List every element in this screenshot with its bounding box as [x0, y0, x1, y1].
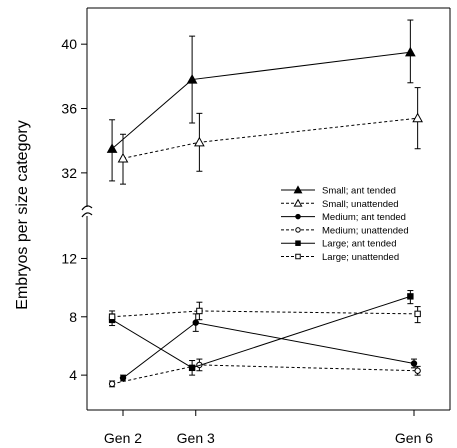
data-point	[106, 143, 118, 153]
x-tick-label: Gen 2	[104, 430, 142, 446]
series-layer	[106, 19, 423, 388]
data-point	[186, 74, 198, 84]
legend-label: Medium; ant tended	[322, 212, 406, 223]
lower-y-axis: 4 8 12	[61, 250, 87, 383]
series-line	[111, 51, 411, 150]
legend-label: Large; ant tended	[322, 239, 396, 250]
series-line	[112, 310, 418, 318]
data-point	[194, 136, 205, 147]
data-point	[192, 319, 199, 326]
upper-y-tick-label: 40	[61, 36, 77, 52]
legend-marker	[293, 185, 303, 194]
legend-marker	[295, 227, 301, 233]
series-line	[111, 364, 418, 385]
legend: Small; ant tended Small; unattended Medium…	[281, 185, 409, 263]
upper-y-tick-label: 32	[61, 165, 77, 181]
data-point	[407, 293, 414, 300]
legend-label: Small; unattended	[322, 199, 399, 210]
lower-y-tick-label: 8	[69, 309, 77, 325]
plot-frame	[81, 7, 451, 411]
legend-label: Medium; unattended	[322, 225, 409, 236]
lower-y-tick-label: 4	[69, 367, 77, 383]
series-4	[108, 290, 414, 376]
series-0	[106, 19, 416, 182]
data-point	[108, 313, 116, 320]
axis-break-mark-top	[81, 205, 93, 211]
series-1	[117, 87, 423, 185]
series-line	[111, 295, 411, 369]
data-point	[414, 367, 421, 374]
x-tick-label: Gen 6	[395, 430, 433, 446]
data-point	[196, 307, 203, 315]
data-point	[119, 374, 127, 382]
lower-y-tick-label: 12	[61, 250, 77, 266]
data-point	[117, 152, 129, 163]
y-axis-title: Embryos per size category	[14, 120, 31, 309]
data-point	[188, 364, 196, 372]
legend-marker	[295, 253, 301, 260]
legend-label: Large; unattended	[322, 252, 399, 263]
series-line	[122, 117, 418, 159]
x-axis: Gen 2 Gen 3 Gen 6	[104, 410, 433, 446]
data-point	[414, 310, 421, 318]
legend-marker	[293, 198, 303, 207]
data-point	[405, 46, 416, 57]
legend-marker	[295, 213, 301, 220]
data-point	[108, 380, 116, 388]
legend-marker	[295, 240, 301, 246]
upper-y-axis: 32 36 40	[61, 36, 87, 181]
data-point	[410, 360, 418, 367]
axis-break-mark-bottom	[81, 212, 93, 218]
x-tick-label: Gen 3	[177, 430, 215, 446]
series-5	[108, 301, 421, 324]
series-2	[119, 313, 418, 382]
legend-label: Small; ant tended	[322, 186, 396, 197]
series-3	[108, 358, 421, 388]
upper-y-tick-label: 36	[61, 101, 77, 117]
data-point	[412, 112, 423, 123]
